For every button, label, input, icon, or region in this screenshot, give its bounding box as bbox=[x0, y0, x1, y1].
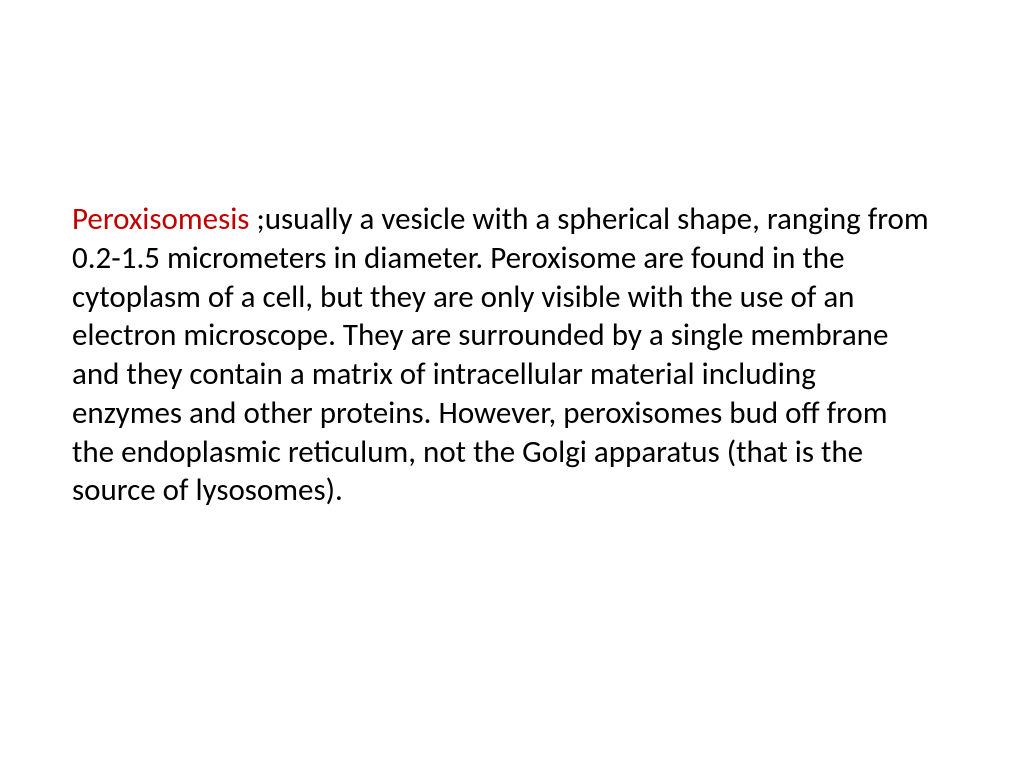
body-text-block: Peroxisomesis ;usually a vesicle with a … bbox=[72, 200, 932, 510]
slide: Peroxisomesis ;usually a vesicle with a … bbox=[0, 0, 1024, 768]
highlighted-term: Peroxisomesis bbox=[72, 200, 249, 238]
body-text: ;usually a vesicle with a spherical shap… bbox=[72, 200, 929, 509]
